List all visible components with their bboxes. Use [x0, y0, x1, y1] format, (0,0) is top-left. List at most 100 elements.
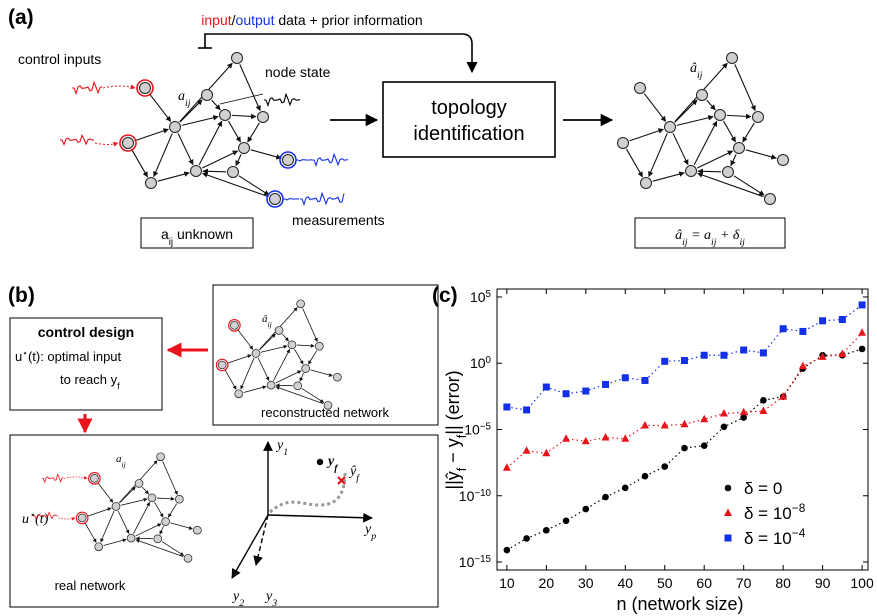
legend-marker — [725, 485, 732, 492]
point — [602, 381, 609, 388]
signal — [60, 135, 94, 144]
edge — [232, 115, 256, 116]
node — [734, 143, 745, 154]
edge — [158, 173, 189, 181]
point — [799, 328, 806, 335]
signal — [264, 94, 300, 105]
node — [148, 494, 156, 502]
x-tick-label: 10 — [499, 575, 515, 591]
text-part: output — [236, 12, 275, 28]
edge — [626, 149, 642, 177]
point — [503, 463, 511, 471]
signal — [312, 154, 348, 165]
box-text: topology — [431, 97, 507, 119]
point — [504, 547, 511, 554]
node — [665, 122, 676, 133]
x-tick-label: 70 — [736, 575, 752, 591]
point — [661, 463, 668, 470]
panel-label: (a) — [8, 6, 34, 29]
x-tick-label: 30 — [578, 575, 594, 591]
node — [723, 167, 734, 178]
feedback-arrow — [205, 34, 472, 72]
node — [235, 390, 243, 398]
text-part: data + prior information — [274, 12, 422, 28]
edge — [734, 176, 764, 195]
point — [563, 390, 570, 397]
node — [135, 479, 143, 487]
y-tick-label: 10−5 — [464, 421, 491, 438]
point — [641, 421, 649, 429]
edge — [251, 150, 281, 158]
edge — [677, 117, 713, 126]
node — [232, 53, 243, 64]
node — [267, 381, 275, 389]
node — [193, 526, 201, 534]
legend-label: δ = 10−4 — [744, 526, 806, 548]
point — [582, 437, 590, 445]
node — [288, 341, 296, 349]
node — [765, 194, 776, 205]
target-point — [317, 459, 323, 465]
node — [146, 178, 157, 189]
node — [715, 110, 726, 121]
node — [333, 373, 341, 381]
node — [90, 474, 98, 482]
node — [753, 112, 764, 123]
node — [162, 518, 170, 526]
node — [220, 110, 231, 121]
node — [157, 453, 165, 461]
edge — [248, 123, 260, 142]
point — [622, 374, 629, 381]
signal — [72, 82, 102, 93]
edge — [746, 150, 776, 158]
edge — [236, 154, 241, 165]
estimate-label: âij — [690, 61, 703, 81]
node — [778, 155, 789, 166]
node — [294, 382, 302, 390]
real-text: real network — [55, 578, 126, 593]
point — [622, 484, 629, 491]
point — [859, 346, 866, 353]
edge — [182, 117, 218, 126]
point — [583, 506, 590, 513]
point — [759, 406, 767, 414]
legend-marker — [724, 509, 732, 517]
y-tick-label: 10−15 — [459, 554, 492, 571]
figure: (a) input/output data + prior informatio… — [0, 0, 877, 616]
x-tick-label: 50 — [657, 575, 673, 591]
node — [170, 122, 181, 133]
node — [140, 83, 151, 94]
point — [582, 388, 589, 395]
point — [642, 473, 649, 480]
point — [642, 377, 649, 384]
legend-label: δ = 0 — [744, 479, 782, 498]
node — [239, 143, 250, 154]
edge — [727, 115, 751, 116]
edge — [731, 154, 736, 165]
x-tick-label: 80 — [775, 575, 791, 591]
point — [542, 449, 550, 457]
signal — [300, 193, 344, 204]
edge-label: aij — [178, 89, 191, 109]
point — [602, 433, 610, 441]
signal — [296, 160, 312, 161]
point — [543, 384, 550, 391]
point — [720, 352, 727, 359]
legend-label: δ = 10−8 — [744, 501, 806, 523]
node — [123, 138, 134, 149]
point — [760, 397, 767, 404]
node — [184, 554, 192, 562]
point — [681, 357, 688, 364]
node — [697, 90, 708, 101]
point — [543, 527, 550, 534]
edge — [199, 121, 222, 165]
node — [727, 53, 738, 64]
point — [602, 494, 609, 501]
node — [270, 194, 281, 205]
x-axis-label: n (network size) — [616, 594, 743, 614]
node — [635, 83, 646, 94]
signal — [103, 86, 135, 88]
text-part: input — [201, 12, 231, 28]
x-tick-label: 40 — [617, 575, 633, 591]
point — [799, 362, 807, 370]
